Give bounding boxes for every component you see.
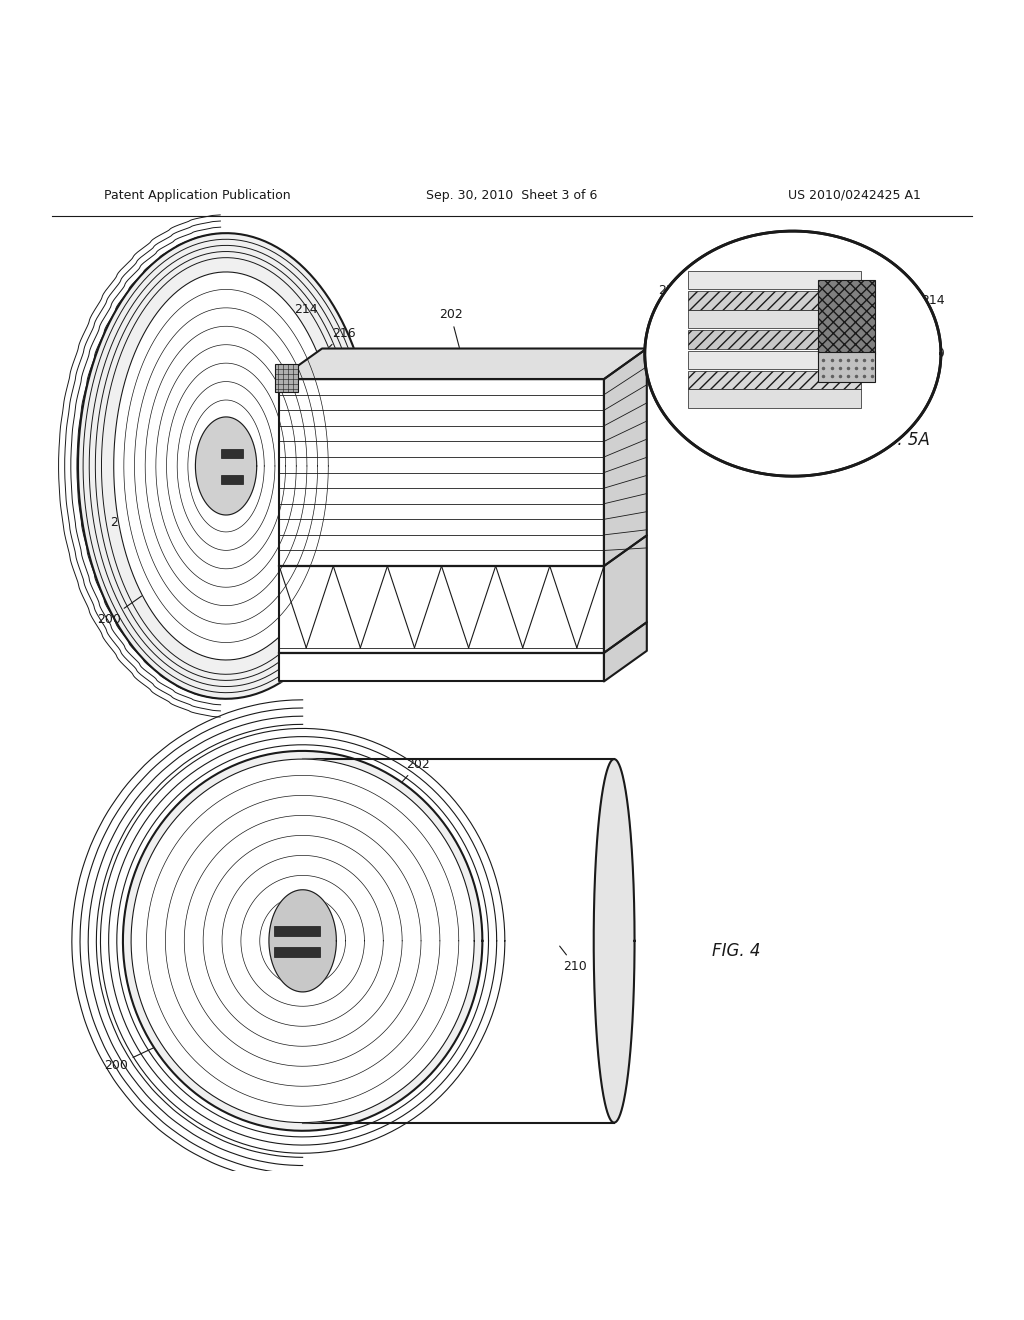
Text: US 2010/0242425 A1: US 2010/0242425 A1 bbox=[787, 189, 921, 202]
Text: 212: 212 bbox=[132, 968, 190, 991]
Text: 204: 204 bbox=[651, 312, 675, 325]
Text: 208: 208 bbox=[314, 589, 338, 618]
Polygon shape bbox=[280, 379, 604, 566]
Text: 204: 204 bbox=[158, 339, 212, 380]
Polygon shape bbox=[688, 389, 861, 408]
Polygon shape bbox=[688, 371, 861, 389]
FancyBboxPatch shape bbox=[221, 449, 244, 458]
Text: 218: 218 bbox=[658, 284, 682, 297]
Polygon shape bbox=[688, 292, 861, 310]
Text: 200: 200 bbox=[96, 585, 158, 626]
Text: 214: 214 bbox=[921, 294, 944, 308]
Text: 218: 218 bbox=[209, 314, 239, 367]
FancyBboxPatch shape bbox=[274, 925, 321, 936]
Text: 206: 206 bbox=[718, 264, 741, 276]
Polygon shape bbox=[280, 566, 604, 653]
FancyBboxPatch shape bbox=[274, 946, 321, 957]
Polygon shape bbox=[645, 231, 941, 477]
Polygon shape bbox=[594, 759, 635, 1122]
Text: FIG. 4: FIG. 4 bbox=[713, 942, 761, 960]
Text: 216: 216 bbox=[646, 341, 670, 352]
FancyBboxPatch shape bbox=[818, 351, 874, 383]
Polygon shape bbox=[78, 234, 374, 698]
Polygon shape bbox=[604, 622, 647, 681]
Polygon shape bbox=[280, 348, 647, 379]
Polygon shape bbox=[123, 751, 482, 1131]
Text: Sep. 30, 2010  Sheet 3 of 6: Sep. 30, 2010 Sheet 3 of 6 bbox=[426, 189, 598, 202]
Text: 210: 210 bbox=[550, 504, 580, 533]
Text: 212: 212 bbox=[111, 510, 174, 528]
Text: 202: 202 bbox=[401, 758, 430, 783]
Text: 200: 200 bbox=[103, 1047, 157, 1072]
Polygon shape bbox=[688, 330, 861, 348]
Text: 220: 220 bbox=[921, 347, 944, 360]
Text: 216: 216 bbox=[302, 327, 355, 374]
Polygon shape bbox=[303, 759, 614, 1122]
Text: 210: 210 bbox=[560, 946, 587, 973]
Text: 208: 208 bbox=[641, 370, 665, 383]
FancyBboxPatch shape bbox=[221, 475, 244, 484]
Polygon shape bbox=[269, 890, 336, 991]
Text: FIG. 5: FIG. 5 bbox=[569, 528, 617, 546]
Polygon shape bbox=[688, 271, 861, 289]
Polygon shape bbox=[131, 759, 474, 1122]
Polygon shape bbox=[280, 653, 604, 681]
Text: 202: 202 bbox=[439, 309, 463, 351]
FancyBboxPatch shape bbox=[818, 280, 874, 354]
Polygon shape bbox=[604, 348, 647, 566]
Text: 206: 206 bbox=[245, 304, 268, 364]
Text: FIG. 5A: FIG. 5A bbox=[870, 432, 930, 449]
Polygon shape bbox=[604, 536, 647, 653]
Polygon shape bbox=[688, 310, 861, 329]
Text: 214: 214 bbox=[279, 304, 317, 364]
Polygon shape bbox=[114, 272, 338, 660]
Polygon shape bbox=[196, 417, 257, 515]
Text: Patent Application Publication: Patent Application Publication bbox=[103, 189, 290, 202]
FancyBboxPatch shape bbox=[275, 364, 298, 392]
Polygon shape bbox=[688, 351, 861, 370]
